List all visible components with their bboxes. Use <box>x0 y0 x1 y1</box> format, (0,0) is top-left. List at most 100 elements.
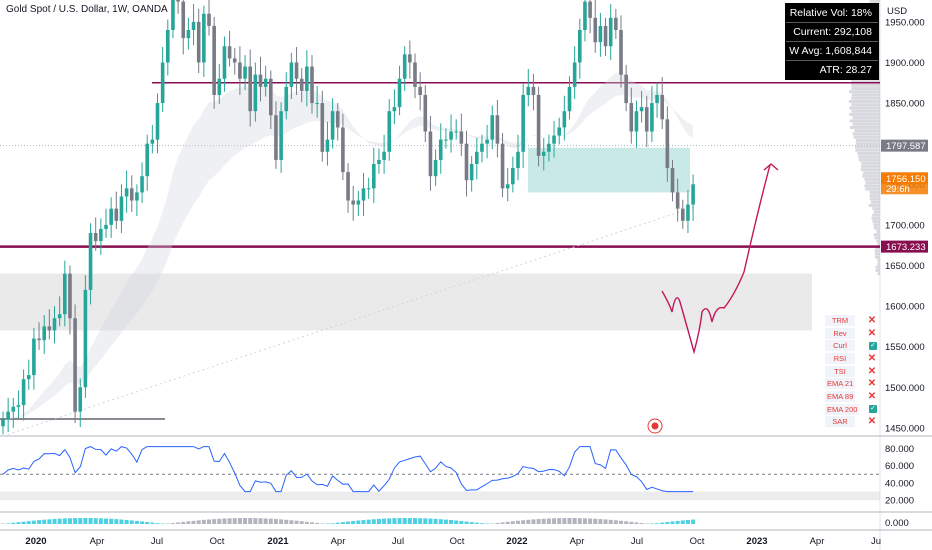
candle-body <box>228 46 232 58</box>
close-icon[interactable]: ✕ <box>867 353 877 364</box>
histogram-bar <box>248 518 252 524</box>
candle-body <box>588 2 592 18</box>
candle-body <box>42 326 46 340</box>
candle-body <box>166 30 170 62</box>
close-icon[interactable]: ✕ <box>867 416 877 427</box>
histogram-bar <box>222 519 226 524</box>
checkbox-checked-icon[interactable]: ✓ <box>869 342 877 350</box>
candle-body <box>490 115 494 139</box>
candle-body <box>109 209 113 225</box>
time-tick-label: 2023 <box>746 536 767 547</box>
histogram-bar <box>691 520 695 524</box>
histogram-bar <box>315 523 319 524</box>
histogram-bar <box>367 520 371 524</box>
candle-body <box>475 152 479 164</box>
histogram-bar <box>598 519 602 524</box>
volume-profile-bar <box>849 90 880 93</box>
close-icon[interactable]: ✕ <box>867 378 877 389</box>
volume-profile-bar <box>849 113 880 116</box>
candle-body <box>527 87 531 95</box>
histogram-bar <box>16 522 20 524</box>
price-unit-label: USD <box>887 6 907 17</box>
time-tick-label: Jul <box>151 536 163 547</box>
candle-body <box>99 229 103 241</box>
candle-body <box>12 407 16 412</box>
histogram-bar <box>681 520 685 524</box>
candle-body <box>130 188 134 200</box>
close-icon[interactable]: ✕ <box>867 366 877 377</box>
histogram-bar <box>109 519 113 524</box>
candle-body <box>630 103 634 131</box>
close-icon[interactable]: ✕ <box>867 315 877 326</box>
candle-body <box>192 22 196 30</box>
volume-profile-bar <box>872 207 880 210</box>
candle-body <box>573 62 577 86</box>
time-tick-label: Apr <box>331 536 346 547</box>
indicator-ema-89[interactable]: EMA 89 ✕ <box>825 390 877 403</box>
candle-body <box>331 111 335 139</box>
indicator-sar[interactable]: SAR ✕ <box>825 416 877 429</box>
candle-body <box>58 314 62 318</box>
candle-body <box>151 140 155 144</box>
histogram-bar <box>63 518 67 524</box>
indicator-ema-21[interactable]: EMA 21 ✕ <box>825 377 877 390</box>
candle-body <box>305 67 309 91</box>
candle-body <box>444 140 448 141</box>
histogram-bar <box>305 522 309 524</box>
price-tick-label: 1550.000 <box>885 342 925 353</box>
histogram-bar <box>480 523 484 524</box>
candle-body <box>17 405 21 407</box>
indicator-curl[interactable]: Curl ✓ <box>825 339 877 352</box>
close-icon[interactable]: ✕ <box>867 328 877 339</box>
candle-body <box>583 2 587 30</box>
candle-body <box>563 111 567 127</box>
checkbox-checked-icon[interactable]: ✓ <box>869 405 877 413</box>
volume-profile-bar <box>872 217 880 220</box>
candle-body <box>521 95 525 152</box>
close-icon[interactable]: ✕ <box>867 391 877 402</box>
indicator-label: SAR <box>825 416 855 427</box>
candle-body <box>393 107 397 111</box>
candle-body <box>145 144 149 176</box>
candle-body <box>609 18 613 46</box>
histogram-bar <box>609 520 613 524</box>
candle-body <box>460 132 464 144</box>
candle-body <box>568 87 572 111</box>
histogram-bar <box>119 520 123 524</box>
candle-body <box>578 30 582 62</box>
volume-profile-bar <box>863 171 880 174</box>
candle-body <box>480 144 484 152</box>
histogram-bar <box>264 518 268 524</box>
candle-body <box>377 160 381 164</box>
candle-body <box>552 136 556 144</box>
indicator-ema-200[interactable]: EMA 200 ✓ <box>825 403 877 416</box>
histogram-bar <box>145 522 149 524</box>
candle-body <box>315 103 319 104</box>
histogram-bar <box>449 520 453 524</box>
candle-body <box>496 115 500 143</box>
indicator-rev[interactable]: Rev ✕ <box>825 327 877 340</box>
time-tick-label: Oct <box>210 536 225 547</box>
histogram-bar <box>233 518 237 524</box>
price-tag-label: 1673.233 <box>886 242 926 253</box>
candle-body <box>557 127 561 135</box>
candle-body <box>346 172 350 200</box>
histogram-bar <box>331 523 335 524</box>
histogram-bar <box>68 518 72 524</box>
indicator-trm[interactable]: TRM ✕ <box>825 314 877 327</box>
candle-body <box>202 14 206 63</box>
candle-body <box>439 140 443 160</box>
histogram-bar <box>459 521 463 524</box>
candle-body <box>238 62 242 78</box>
osc-tick-label: 40.000 <box>885 478 914 489</box>
histogram-bar <box>171 523 175 524</box>
histogram-bar <box>506 522 510 524</box>
candle-body <box>403 54 407 78</box>
indicator-rsi[interactable]: RSI ✕ <box>825 352 877 365</box>
volume-profile-bar <box>855 149 880 152</box>
indicator-legend: TRM ✕ Rev ✕ Curl ✓ RSI ✕ TSI ✕ EMA 21 ✕ EMA 89 ✕ EMA 2… <box>825 314 877 428</box>
volume-profile-bar <box>873 223 880 226</box>
histogram-bar <box>99 518 103 524</box>
indicator-tsi[interactable]: TSI ✕ <box>825 365 877 378</box>
